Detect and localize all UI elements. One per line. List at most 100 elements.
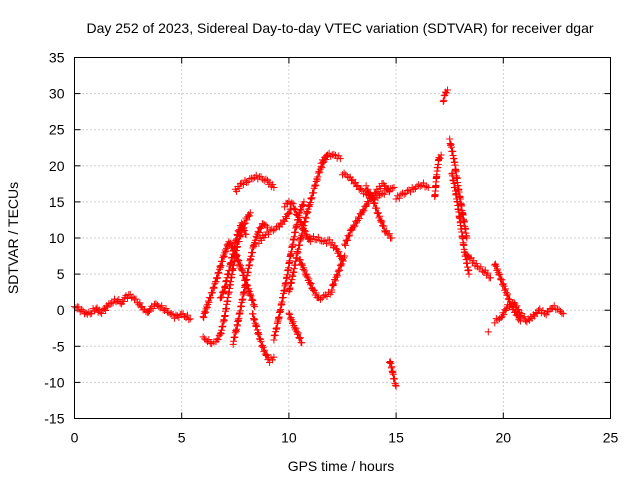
data-point bbox=[316, 169, 324, 177]
data-point bbox=[258, 342, 266, 350]
data-point bbox=[325, 149, 333, 157]
data-point bbox=[298, 339, 306, 347]
data-point bbox=[328, 286, 336, 294]
data-point bbox=[308, 194, 316, 202]
series-track-b bbox=[199, 238, 259, 322]
data-point bbox=[416, 182, 424, 190]
data-point bbox=[297, 261, 305, 269]
series-track-f bbox=[248, 310, 278, 367]
data-point bbox=[346, 231, 354, 239]
data-point bbox=[500, 311, 508, 319]
series-track-o bbox=[328, 252, 349, 294]
series-baseline-early bbox=[71, 290, 194, 324]
data-point bbox=[345, 232, 353, 240]
data-point bbox=[238, 267, 246, 275]
data-point bbox=[314, 233, 322, 241]
data-point bbox=[249, 310, 257, 318]
x-tick-label: 20 bbox=[496, 430, 512, 446]
data-point bbox=[282, 215, 290, 223]
data-point bbox=[495, 271, 503, 279]
data-point bbox=[444, 86, 452, 94]
data-point bbox=[520, 313, 528, 321]
series-track-e bbox=[231, 171, 278, 195]
data-point bbox=[386, 187, 394, 195]
data-point bbox=[291, 206, 299, 214]
data-point bbox=[250, 315, 258, 323]
data-point bbox=[314, 173, 322, 181]
y-tick-label: 10 bbox=[49, 230, 65, 246]
data-point bbox=[120, 298, 128, 306]
data-point bbox=[494, 265, 502, 273]
data-point bbox=[370, 199, 378, 207]
data-point bbox=[205, 335, 213, 343]
y-axis-ticks: -15 -10 -5 0 5 10 15 20 25 30 35 bbox=[44, 50, 611, 427]
data-point bbox=[169, 310, 177, 318]
y-tick-label: -10 bbox=[44, 374, 64, 390]
y-tick-label: 15 bbox=[49, 194, 65, 210]
data-point bbox=[503, 291, 511, 299]
series-track-t bbox=[392, 179, 432, 203]
series-track-c bbox=[216, 219, 250, 302]
data-point bbox=[392, 381, 400, 389]
data-point bbox=[336, 155, 344, 163]
data-point bbox=[255, 331, 263, 339]
data-point bbox=[331, 277, 339, 285]
x-tick-label: 10 bbox=[281, 430, 297, 446]
data-point bbox=[144, 308, 152, 316]
data-point bbox=[238, 219, 246, 227]
series-outlier bbox=[484, 328, 492, 336]
data-point bbox=[221, 246, 229, 254]
data-point bbox=[246, 209, 254, 217]
data-point bbox=[501, 285, 509, 293]
data-point bbox=[179, 310, 187, 318]
data-point bbox=[136, 299, 144, 307]
data-point bbox=[310, 233, 318, 241]
data-point bbox=[246, 291, 254, 299]
data-point bbox=[222, 247, 230, 255]
data-point bbox=[296, 256, 304, 264]
data-point bbox=[281, 203, 289, 211]
data-point bbox=[311, 181, 319, 189]
data-point bbox=[419, 179, 427, 187]
data-point bbox=[362, 182, 370, 190]
data-point bbox=[168, 310, 176, 318]
data-point bbox=[395, 194, 403, 202]
data-point bbox=[328, 281, 336, 289]
data-point bbox=[251, 303, 259, 311]
data-point bbox=[165, 309, 173, 317]
data-point bbox=[376, 212, 384, 220]
data-point bbox=[408, 184, 416, 192]
data-point bbox=[233, 252, 241, 260]
data-point bbox=[378, 217, 386, 225]
data-point bbox=[285, 309, 293, 317]
series-baseline-late bbox=[491, 298, 567, 327]
data-point bbox=[261, 350, 269, 358]
data-point bbox=[319, 238, 327, 246]
data-point bbox=[338, 260, 346, 268]
data-point bbox=[301, 227, 309, 235]
data-point bbox=[465, 270, 473, 278]
data-point bbox=[162, 305, 170, 313]
series-track-q bbox=[341, 180, 394, 249]
y-tick-label: -5 bbox=[52, 338, 65, 354]
data-point bbox=[253, 323, 261, 331]
data-point bbox=[104, 303, 112, 311]
data-point bbox=[332, 151, 340, 159]
data-point bbox=[300, 264, 308, 272]
data-point bbox=[265, 230, 273, 238]
data-point bbox=[344, 236, 352, 244]
data-point bbox=[329, 282, 337, 290]
data-point bbox=[238, 220, 246, 228]
data-point bbox=[333, 271, 341, 279]
data-point bbox=[186, 315, 194, 323]
data-point bbox=[502, 288, 510, 296]
data-point bbox=[491, 319, 499, 327]
data-point bbox=[158, 302, 166, 310]
data-point bbox=[380, 190, 388, 198]
data-point bbox=[463, 234, 471, 242]
data-point bbox=[286, 310, 294, 318]
data-point bbox=[320, 291, 328, 299]
data-point bbox=[484, 328, 492, 336]
data-point bbox=[317, 295, 325, 303]
data-point bbox=[307, 194, 315, 202]
